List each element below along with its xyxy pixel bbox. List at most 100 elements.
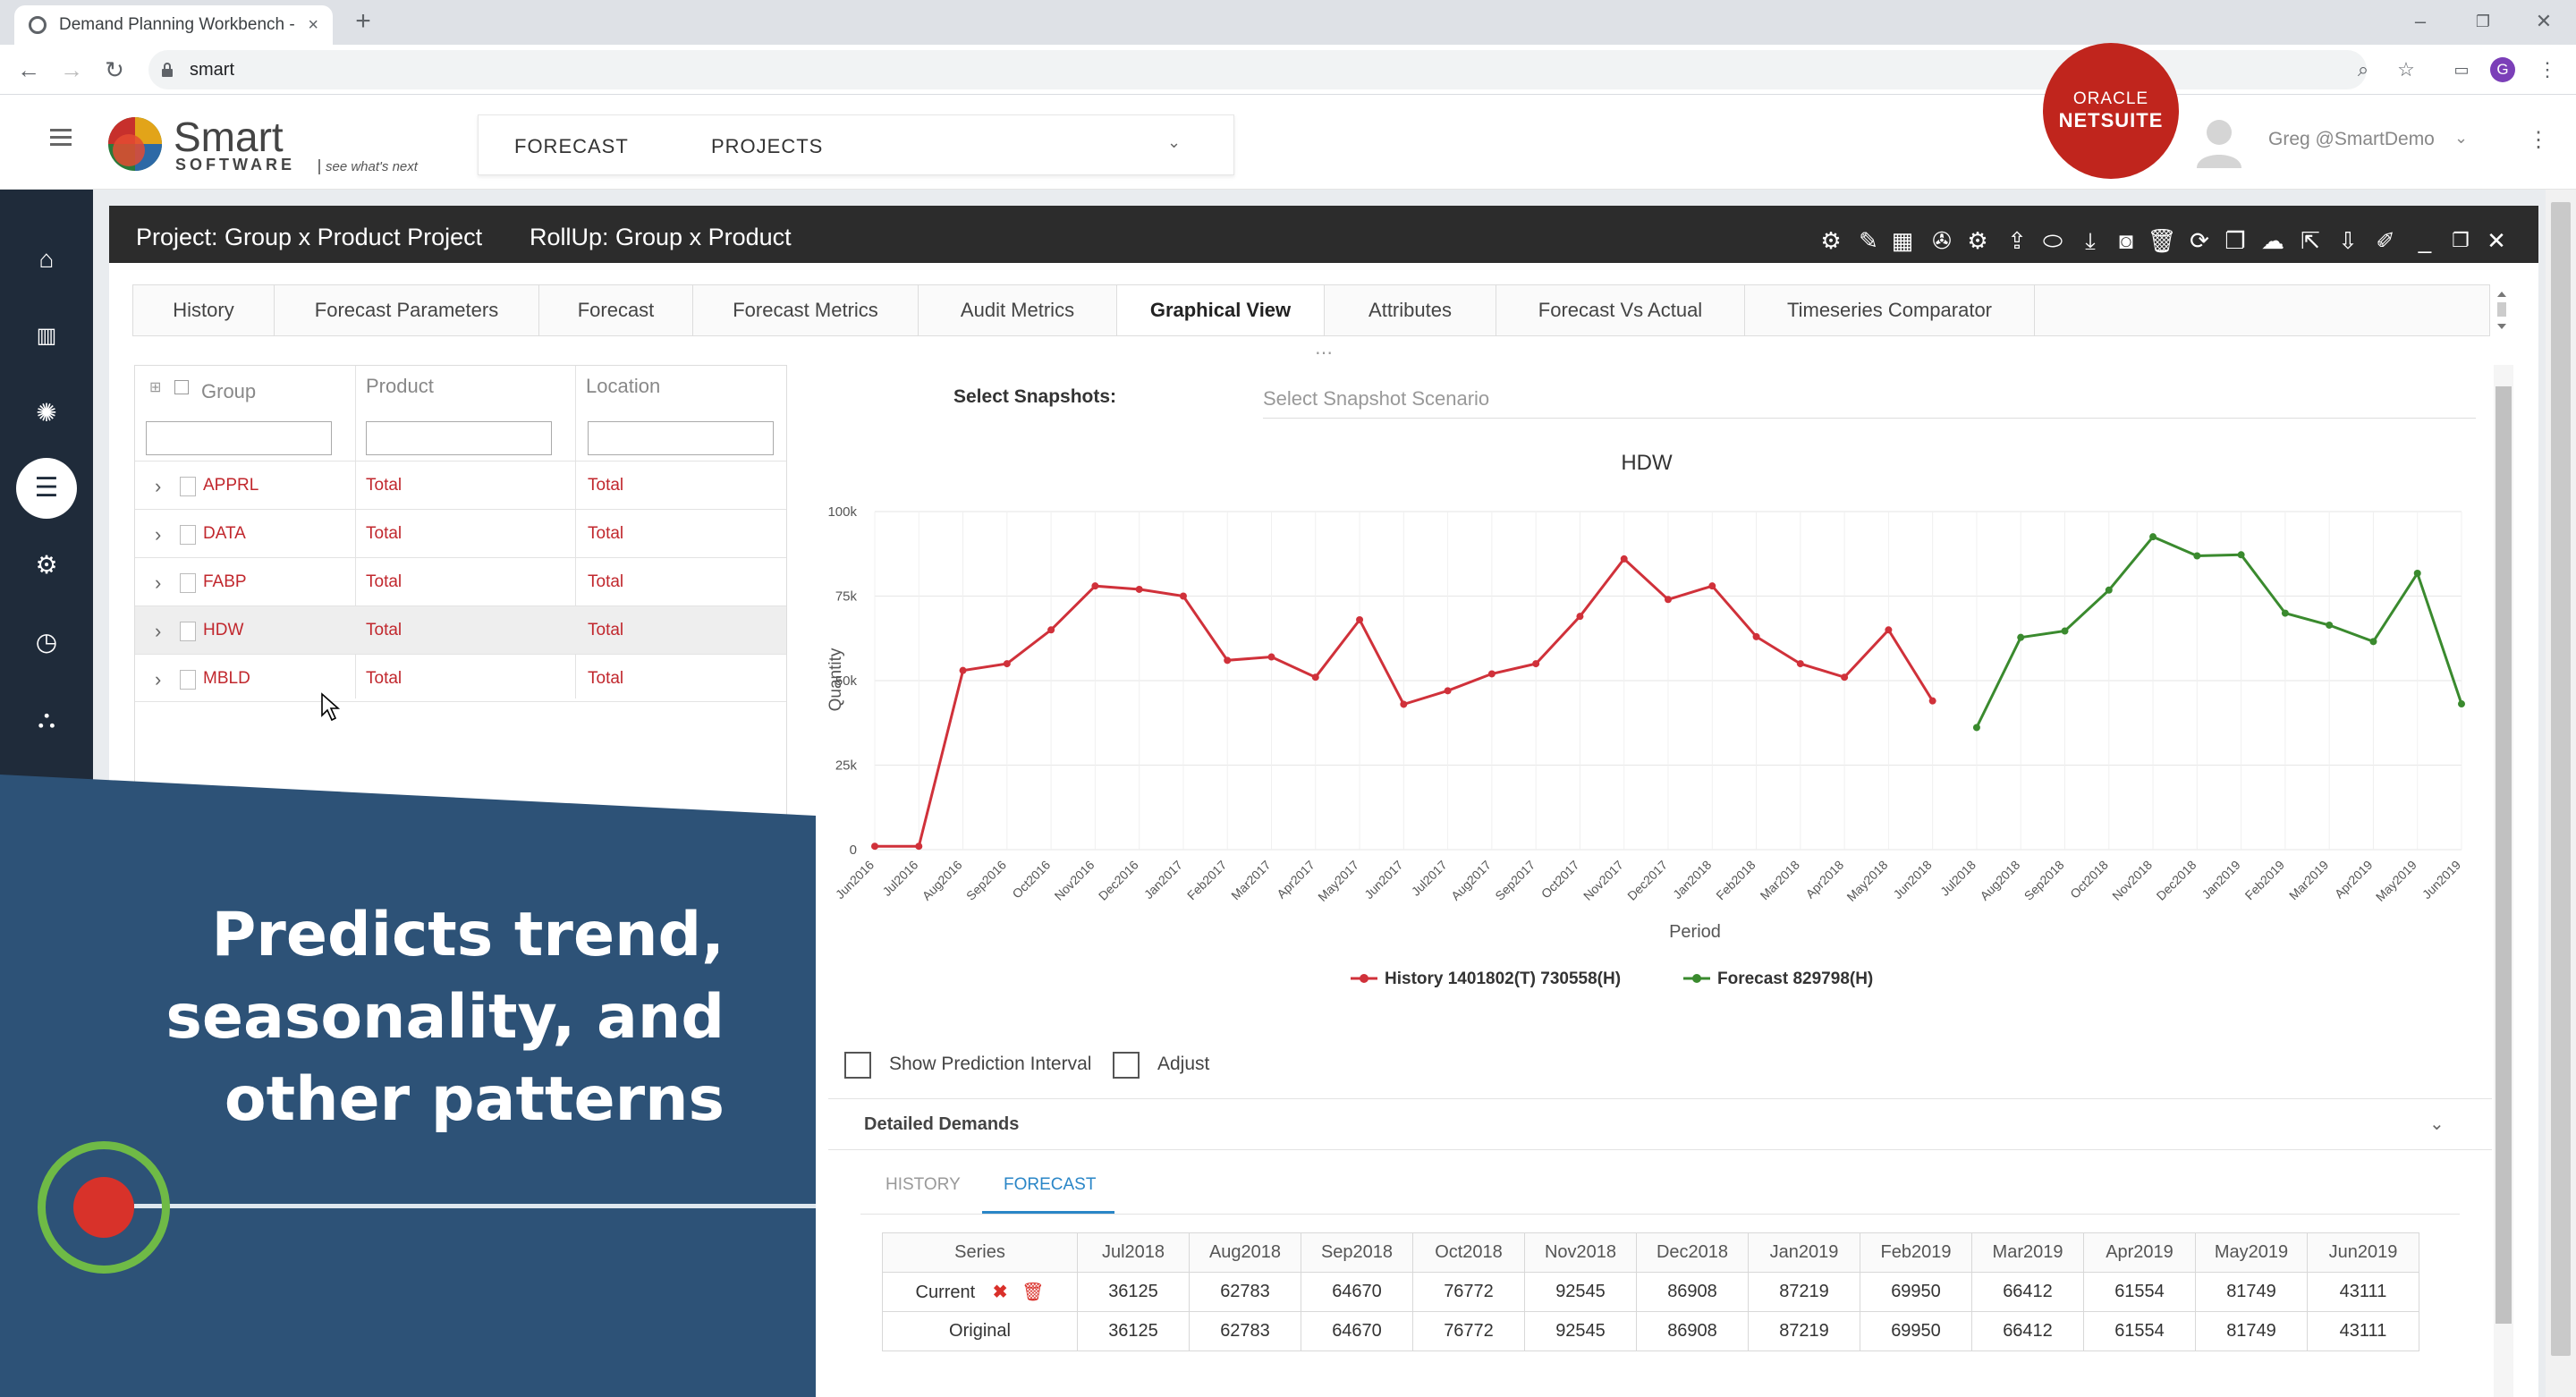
location-filter-input[interactable]	[588, 421, 774, 455]
expand-all-icon[interactable]: ⊞	[149, 380, 162, 395]
hamburger-menu-icon[interactable]	[50, 129, 72, 147]
edit-notes-icon[interactable]: ✎	[1859, 227, 1878, 254]
chevron-right-icon[interactable]: ›	[155, 620, 162, 642]
list-icon[interactable]: ☰	[34, 473, 59, 503]
tab-audit-metrics[interactable]: Audit Metrics	[919, 285, 1117, 335]
restore-button[interactable]: ❐	[2475, 13, 2491, 30]
product-filter-input[interactable]	[366, 421, 552, 455]
value-cell[interactable]: 66412	[1971, 1272, 2084, 1312]
close-panel-icon[interactable]: ✕	[2487, 227, 2506, 254]
trash-icon[interactable]: 🗑	[2147, 227, 2177, 254]
external-link-icon[interactable]: ⇱	[2301, 227, 2320, 254]
snapshot-scenario-select[interactable]: Select Snapshot Scenario	[1263, 379, 2476, 419]
value-cell[interactable]: 62783	[1189, 1272, 1301, 1312]
subtab-history[interactable]: HISTORY	[886, 1175, 961, 1194]
grid-header-product[interactable]: Product	[366, 375, 434, 397]
calculator-icon[interactable]: ▦	[1891, 227, 1914, 254]
tab-forecast-parameters[interactable]: Forecast Parameters	[275, 285, 539, 335]
app-kebab-icon[interactable]: ⋮	[2528, 128, 2549, 152]
tag-icon[interactable]: ⬭	[2042, 227, 2063, 254]
value-cell[interactable]: 69950	[1860, 1272, 1972, 1312]
network-icon[interactable]: ✺	[36, 399, 57, 427]
value-cell[interactable]: 43111	[2307, 1272, 2419, 1312]
value-cell[interactable]: 81749	[2195, 1272, 2308, 1312]
tab-forecast-metrics[interactable]: Forecast Metrics	[693, 285, 919, 335]
new-tab-button[interactable]: +	[355, 6, 371, 36]
tab-forecast[interactable]: Forecast	[539, 285, 693, 335]
menu-projects[interactable]: PROJECTS	[711, 135, 824, 157]
chevron-down-icon[interactable]: ⌄	[1167, 133, 1182, 151]
back-icon[interactable]: ←	[17, 56, 40, 83]
user-menu-chevron-icon[interactable]: ⌄	[2454, 129, 2469, 147]
tab-close-button[interactable]: ×	[308, 14, 318, 35]
grid-header-location[interactable]: Location	[586, 375, 661, 397]
value-cell[interactable]: 76772	[1412, 1272, 1525, 1312]
import-icon[interactable]: ⇩	[2338, 227, 2358, 254]
snapshot-icon[interactable]: ◙	[2119, 227, 2133, 254]
browser-menu-icon[interactable]: ⋮	[2538, 58, 2557, 80]
settings-camera-icon[interactable]: ⚙	[1820, 227, 1842, 254]
adjust-checkbox[interactable]	[1113, 1052, 1140, 1079]
value-cell[interactable]: 61554	[2083, 1272, 2196, 1312]
trash-icon[interactable]: 🗑	[1021, 1283, 1045, 1302]
copy-icon[interactable]: ❐	[2224, 227, 2246, 254]
chevron-right-icon[interactable]: ›	[155, 523, 162, 546]
group-filter-input[interactable]	[146, 421, 332, 455]
subtab-forecast[interactable]: FORECAST	[1004, 1175, 1097, 1194]
bar-chart-icon[interactable]: ▥	[36, 324, 57, 348]
prediction-interval-checkbox[interactable]	[844, 1052, 871, 1079]
page-scrollbar-thumb[interactable]	[2551, 202, 2571, 1356]
value-cell[interactable]: 36125	[1077, 1272, 1190, 1312]
clock-icon[interactable]: ◷	[35, 628, 58, 656]
drag-handle-icon[interactable]: ⋯	[1315, 343, 1333, 363]
wrench-icon[interactable]: ✇	[1932, 227, 1952, 254]
forward-icon[interactable]: →	[60, 56, 83, 83]
select-all-checkbox[interactable]	[174, 380, 189, 394]
table-row-current[interactable]: Current ✖ 🗑 36125 62783 64670 76772 9254…	[882, 1272, 2419, 1312]
value-cell[interactable]: 92545	[1524, 1272, 1637, 1312]
reload-icon[interactable]: ↻	[105, 56, 124, 83]
chevron-right-icon[interactable]: ›	[155, 668, 162, 690]
browser-tab[interactable]: Demand Planning Workbench - S ×	[14, 5, 333, 45]
sync-icon[interactable]: ⟳	[2190, 227, 2209, 254]
minimize-button[interactable]: –	[2414, 10, 2427, 32]
discard-changes-icon[interactable]: ✖	[992, 1283, 1008, 1302]
value-cell[interactable]: 86908	[1636, 1272, 1749, 1312]
url-field[interactable]: smart	[148, 50, 2367, 89]
tab-scroll-arrows[interactable]	[2492, 284, 2512, 336]
upload-icon[interactable]: ⇪	[2007, 227, 2027, 254]
profile-avatar[interactable]: G	[2490, 57, 2515, 82]
cog-target-icon[interactable]: ⚙	[1967, 227, 1988, 254]
cast-icon[interactable]: ▭	[2453, 61, 2470, 79]
username[interactable]: Greg @SmartDemo	[2268, 129, 2435, 149]
bookmark-star-icon[interactable]: ☆	[2397, 58, 2415, 80]
grid-row-apprl[interactable]: › APPRL Total Total	[135, 461, 786, 509]
detailed-demands-header[interactable]	[828, 1098, 2492, 1150]
pane-scrollbar-thumb[interactable]	[2496, 386, 2512, 1324]
tab-graphical-view[interactable]: Graphical View	[1117, 285, 1325, 335]
tab-forecast-vs-actual[interactable]: Forecast Vs Actual	[1496, 285, 1745, 335]
tab-timeseries-comparator[interactable]: Timeseries Comparator	[1745, 285, 2035, 335]
cloud-upload-icon[interactable]: ☁	[2261, 227, 2284, 254]
value-cell[interactable]: 87219	[1748, 1272, 1860, 1312]
download-icon[interactable]: ⤓	[2085, 227, 2096, 254]
pencil-icon[interactable]: ✐	[2376, 227, 2395, 254]
grid-row-hdw[interactable]: › HDW Total Total	[135, 605, 786, 654]
cubes-icon[interactable]: ⛬	[38, 705, 55, 732]
collapse-chevron-icon[interactable]: ⌄	[2429, 1114, 2445, 1134]
grid-row-mbld[interactable]: › MBLD Total Total	[135, 654, 786, 702]
minimize-panel-icon[interactable]: _	[2418, 227, 2432, 254]
grid-row-data[interactable]: › DATA Total Total	[135, 509, 786, 557]
chevron-right-icon[interactable]: ›	[155, 475, 162, 497]
tab-attributes[interactable]: Attributes	[1325, 285, 1496, 335]
menu-forecast[interactable]: FORECAST	[514, 135, 629, 157]
grid-header-group[interactable]: Group	[201, 380, 257, 402]
value-cell[interactable]: 64670	[1301, 1272, 1413, 1312]
home-icon[interactable]: ⌂	[38, 245, 55, 273]
window-close-button[interactable]: ✕	[2535, 10, 2553, 32]
grid-row-fabp[interactable]: › FABP Total Total	[135, 557, 786, 605]
tab-history[interactable]: History	[133, 285, 275, 335]
user-avatar-icon[interactable]	[2193, 114, 2245, 170]
gear-icon[interactable]: ⚙	[35, 551, 58, 579]
zoom-icon[interactable]: ⌕	[2357, 58, 2369, 80]
